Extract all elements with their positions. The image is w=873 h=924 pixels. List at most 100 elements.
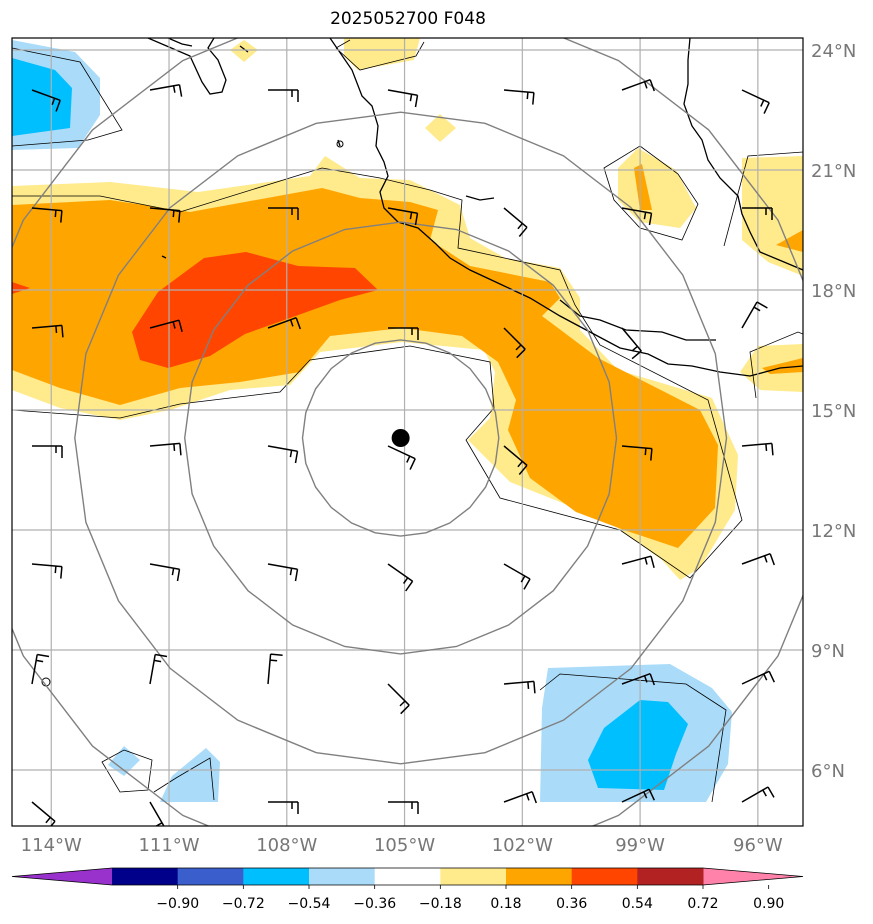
wind-barb xyxy=(741,552,776,566)
wind-barb xyxy=(388,801,419,814)
wind-barb xyxy=(267,445,299,464)
wind-barb xyxy=(741,670,775,685)
map-plot-area xyxy=(12,38,803,826)
colorbar-swatch xyxy=(571,868,638,885)
positive-anomaly-shading xyxy=(12,38,803,580)
lat-tick-label: 18°N xyxy=(811,281,856,302)
wind-barb xyxy=(621,445,653,461)
wind-barb xyxy=(149,653,168,685)
wind-barb xyxy=(741,786,775,803)
colorbar-tick-label: −0.36 xyxy=(353,896,396,912)
neg-region-nw-core xyxy=(12,58,72,136)
colorbar-tick-label: 0.90 xyxy=(753,896,784,912)
lat-tick-label: 15°N xyxy=(811,401,856,422)
colorbar-swatch xyxy=(374,868,441,885)
lat-tick-label: 21°N xyxy=(811,161,856,182)
map-frame xyxy=(11,37,804,827)
lat-tick-label: 9°N xyxy=(811,641,845,662)
lon-tick-label: 102°W xyxy=(492,835,553,856)
colorbar-swatch xyxy=(112,868,179,885)
wind-barb xyxy=(31,563,63,579)
colorbar-tick-label: 0.18 xyxy=(490,896,521,912)
pos-region-top-small xyxy=(230,40,258,62)
contour-outlines xyxy=(12,39,803,803)
wind-barb xyxy=(387,445,416,470)
colorbar-swatch xyxy=(177,868,244,885)
wind-barb xyxy=(31,89,61,112)
negative-anomaly-shading xyxy=(12,40,732,802)
range-ring xyxy=(74,111,728,765)
wind-barb xyxy=(268,801,299,814)
wind-barb xyxy=(268,207,299,220)
wind-barb xyxy=(267,563,299,582)
wind-barb xyxy=(741,442,774,456)
lon-tick-label: 105°W xyxy=(374,835,435,856)
lon-tick-label: 108°W xyxy=(256,835,317,856)
wind-barb xyxy=(503,89,535,105)
lat-tick-label: 12°N xyxy=(811,521,856,542)
range-rings xyxy=(12,38,803,826)
wind-barb xyxy=(387,683,410,715)
wind-barb xyxy=(387,89,419,108)
colorbar-swatch xyxy=(309,868,376,885)
lon-tick-label: 99°W xyxy=(615,835,665,856)
pos-region-east-a-core xyxy=(634,164,652,210)
map-title: 2025052700 F048 xyxy=(330,9,486,29)
neg-region-se-core xyxy=(588,700,688,790)
colorbar-tick-label: −0.54 xyxy=(288,896,331,912)
lat-tick-label: 6°N xyxy=(811,761,845,782)
wind-barb xyxy=(621,672,656,686)
colorbar-swatch xyxy=(243,868,310,885)
colorbar-outline xyxy=(11,867,804,886)
pos-region-mid-small xyxy=(425,114,456,142)
lat-lon-grid xyxy=(12,38,803,826)
wind-barb xyxy=(503,563,531,590)
wind-barb xyxy=(149,563,181,582)
pos-region-top xyxy=(344,38,420,70)
lon-tick-label: 114°W xyxy=(21,835,82,856)
colorbar-swatch xyxy=(440,868,507,885)
wind-barb xyxy=(503,327,526,359)
lon-tick-label: 111°W xyxy=(138,835,199,856)
wind-barb xyxy=(149,442,182,456)
wind-barb xyxy=(621,207,653,226)
pos-region-east-b-core xyxy=(776,230,803,252)
wind-barb xyxy=(31,324,64,338)
wind-barb xyxy=(741,89,770,114)
colorbar-extend-high xyxy=(703,868,803,885)
wind-barb xyxy=(387,207,419,226)
colorbar-tick-label: −0.72 xyxy=(222,896,265,912)
range-ring xyxy=(12,38,803,826)
wind-barb xyxy=(149,207,181,223)
wind-barb xyxy=(149,84,183,97)
neg-region-sw-b xyxy=(160,748,220,802)
range-ring xyxy=(301,339,500,537)
colorbar-tick-label: 0.72 xyxy=(687,896,718,912)
longitude-labels: 114°W 111°W 108°W 105°W 102°W 99°W 96°W xyxy=(21,835,783,856)
colorbar: −0.90 −0.72 −0.54 −0.36 −0.18 0.18 0.36 0.54 0.7… xyxy=(11,867,804,912)
wind-barb xyxy=(268,89,299,102)
latitude-labels: 24°N 21°N 18°N 15°N 12°N 9°N 6°N xyxy=(811,41,856,782)
range-ring xyxy=(183,221,618,655)
wind-barb xyxy=(503,445,528,475)
wind-barb xyxy=(31,653,50,685)
wind-barb xyxy=(31,207,63,223)
colorbar-extend-low xyxy=(12,868,112,885)
wind-barb xyxy=(267,316,302,330)
colorbar-tick-label: 0.54 xyxy=(622,896,653,912)
pos-band-054-edge xyxy=(12,282,30,294)
colorbar-tick-label: −0.90 xyxy=(156,896,199,912)
wind-barb xyxy=(387,563,414,592)
wind-barb xyxy=(388,327,419,340)
wind-barb xyxy=(621,327,642,360)
colorbar-swatch xyxy=(506,868,573,885)
storm-center-marker xyxy=(391,429,410,447)
wind-barb xyxy=(621,78,656,92)
colorbar-swatch xyxy=(637,868,704,885)
wind-barb xyxy=(503,680,536,694)
pos-band-054 xyxy=(132,252,378,368)
wind-barb xyxy=(621,788,655,803)
wind-barb xyxy=(621,555,655,568)
colorbar-tick-label: 0.36 xyxy=(556,896,587,912)
